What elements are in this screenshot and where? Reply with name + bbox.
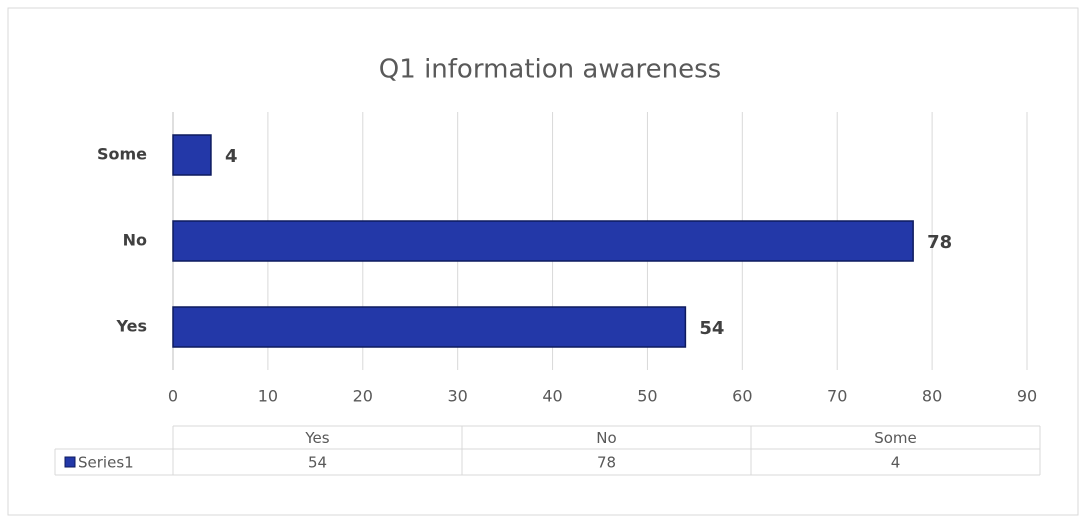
- data-label: 54: [699, 318, 724, 339]
- legend-key: [64, 456, 76, 468]
- bar: [172, 306, 687, 348]
- table-header: Yes: [304, 429, 329, 447]
- x-tick-label: 20: [353, 387, 373, 406]
- data-label: 78: [927, 232, 952, 253]
- x-tick-label: 40: [542, 387, 562, 406]
- y-tick-label: No: [123, 231, 147, 250]
- x-tick-label: 0: [168, 387, 178, 406]
- x-tick-label: 30: [447, 387, 467, 406]
- table-value: 78: [597, 454, 616, 472]
- table-header: No: [596, 429, 616, 447]
- table-value: 54: [308, 454, 327, 472]
- y-tick-label: Yes: [116, 317, 148, 336]
- x-tick-label: 60: [732, 387, 752, 406]
- x-tick-label: 70: [827, 387, 847, 406]
- data-label: 4: [225, 146, 238, 167]
- table-value: 4: [891, 454, 901, 472]
- y-tick-label: Some: [97, 145, 147, 164]
- bar: [172, 220, 914, 262]
- x-tick-label: 80: [922, 387, 942, 406]
- chart-title: Q1 information awareness: [379, 55, 721, 85]
- bar: [172, 134, 212, 176]
- legend-label: Series1: [78, 454, 134, 472]
- x-tick-label: 10: [258, 387, 278, 406]
- x-tick-label: 90: [1017, 387, 1037, 406]
- x-tick-label: 50: [637, 387, 657, 406]
- table-header: Some: [874, 429, 917, 447]
